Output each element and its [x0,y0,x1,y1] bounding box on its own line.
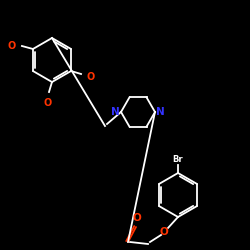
Text: N: N [156,107,165,117]
Text: O: O [160,227,168,237]
Text: Br: Br [173,155,183,164]
Text: N: N [111,107,120,117]
Text: O: O [44,98,52,108]
Text: O: O [8,41,16,51]
Text: O: O [86,72,94,82]
Text: O: O [132,213,141,223]
